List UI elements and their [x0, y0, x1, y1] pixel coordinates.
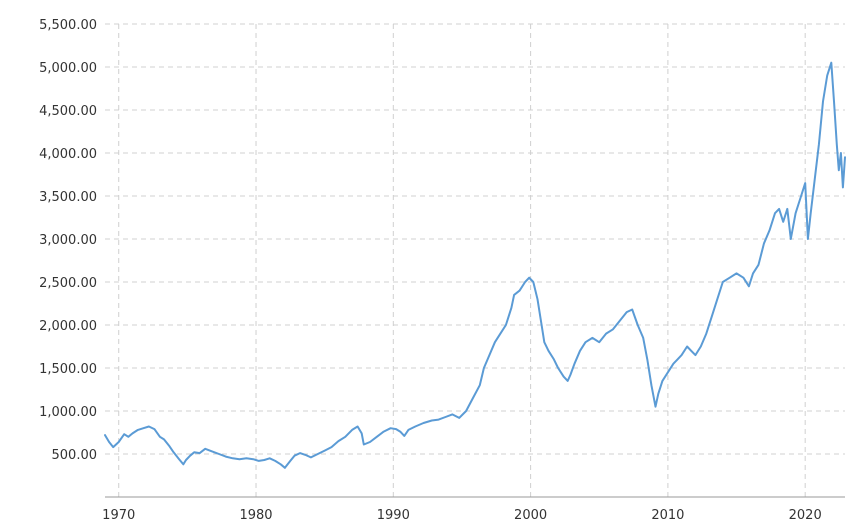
y-tick-label: 500.00 — [52, 448, 98, 463]
y-tick-label: 4,000.00 — [39, 147, 97, 162]
y-tick-label: 4,500.00 — [39, 104, 97, 119]
x-tick-label: 2010 — [651, 508, 684, 523]
x-tick-label: 1980 — [239, 508, 272, 523]
series-line — [104, 61, 846, 469]
x-tick-label: 1970 — [102, 508, 135, 523]
series-layer — [104, 61, 846, 469]
x-tick-label: 1990 — [377, 508, 410, 523]
y-tick-label: 3,500.00 — [39, 190, 97, 205]
y-tick-label: 2,500.00 — [39, 276, 97, 291]
y-tick-label: 5,500.00 — [39, 18, 97, 33]
x-tick-label: 2000 — [514, 508, 547, 523]
y-tick-label: 3,000.00 — [39, 233, 97, 248]
y-tick-label: 1,500.00 — [39, 362, 97, 377]
x-axis-tick-labels: 1970 1980 1990 2000 2010 2020 — [102, 508, 822, 523]
x-tick-label: 2020 — [789, 508, 822, 523]
y-tick-label: 2,000.00 — [39, 319, 97, 334]
y-tick-label: 5,000.00 — [39, 61, 97, 76]
grid-lines — [105, 23, 845, 497]
y-tick-label: 1,000.00 — [39, 405, 97, 420]
y-axis-tick-labels: 500.00 1,000.00 1,500.00 2,000.00 2,500.00 3,… — [39, 18, 97, 463]
